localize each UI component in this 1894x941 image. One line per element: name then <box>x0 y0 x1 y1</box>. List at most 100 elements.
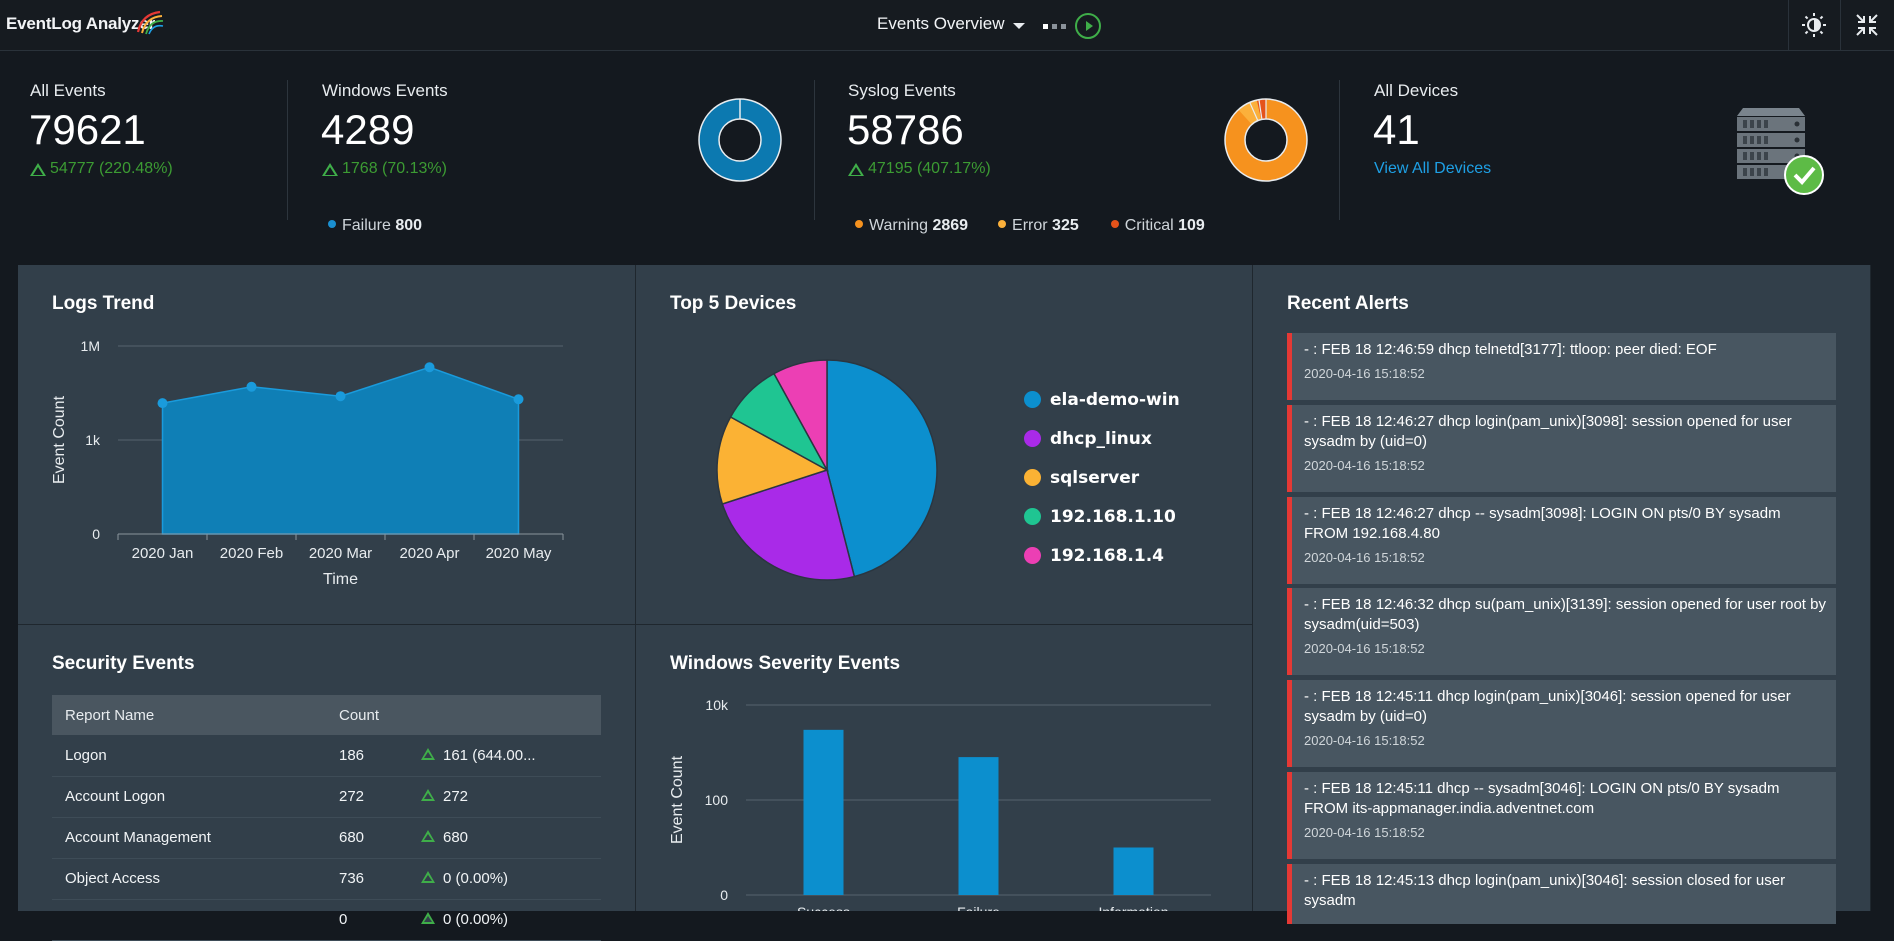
kpi-title: Syslog Events <box>848 81 956 100</box>
sun-icon[interactable] <box>1799 10 1829 40</box>
column-header-report-name[interactable]: Report Name <box>52 695 326 735</box>
kpi-all-devices[interactable]: All Devices 41 View All Devices <box>1340 52 1894 264</box>
panel-title: Security Events <box>52 653 195 674</box>
count-cell: 680 <box>326 817 408 859</box>
legend-item[interactable]: dhcp_linux <box>1024 419 1180 458</box>
app-logo-text[interactable]: EventLog Analyzer <box>6 14 156 33</box>
bar[interactable] <box>958 757 999 895</box>
trend-up-icon <box>421 830 435 843</box>
legend-swatch <box>1024 547 1041 564</box>
x-tick-label: 2020 May <box>486 545 552 562</box>
trend-value: 0 (0.00%) <box>443 870 509 887</box>
legend-item[interactable]: ela-demo-win <box>1024 380 1180 419</box>
table-row[interactable]: Object Access 736 0 (0.00%) <box>52 858 601 900</box>
trend-cell: 272 <box>408 776 601 818</box>
bar[interactable] <box>1113 847 1154 896</box>
x-tick-label: 2020 Apr <box>399 545 459 562</box>
view-all-devices-link[interactable]: View All Devices <box>1374 160 1492 177</box>
alert-message: - : FEB 18 12:45:11 dhcp login(pam_unix)… <box>1304 688 1791 725</box>
x-tick-label: 2020 Feb <box>220 545 283 562</box>
pie-slice[interactable] <box>826 359 938 578</box>
top-devices-panel: Top 5 Devices <box>636 265 1253 625</box>
column-header-count[interactable]: Count <box>326 695 408 735</box>
alert-message: - : FEB 18 12:46:32 dhcp su(pam_unix)[31… <box>1304 596 1826 633</box>
legend-error: Error 325 <box>998 217 1079 235</box>
kpi-value: 58786 <box>847 106 964 153</box>
y-tick-label: 1M <box>81 338 100 354</box>
data-point[interactable] <box>513 394 524 405</box>
alert-item[interactable]: - : FEB 18 12:45:11 dhcp login(pam_unix)… <box>1287 680 1836 767</box>
data-point[interactable] <box>157 398 168 409</box>
alert-item[interactable]: - : FEB 18 12:46:32 dhcp su(pam_unix)[31… <box>1287 588 1836 675</box>
x-tick-label: Success <box>797 904 850 911</box>
header-divider <box>1840 0 1841 51</box>
recent-alerts-panel: Recent Alerts - : FEB 18 12:46:59 dhcp t… <box>1253 265 1871 924</box>
kpi-divider <box>1339 80 1340 220</box>
legend-item[interactable]: 192.168.1.10 <box>1024 497 1180 536</box>
trend-value: 680 <box>443 829 469 846</box>
x-axis-label: Time <box>323 571 358 588</box>
legend-swatch <box>1024 469 1041 486</box>
trend-up-icon <box>421 871 435 884</box>
windows-donut-chart[interactable] <box>697 97 783 183</box>
view-selector[interactable]: Events Overview <box>877 14 1005 33</box>
alert-timestamp: 2020-04-16 15:18:52 <box>1304 458 1425 473</box>
top-devices-pie-chart[interactable] <box>636 265 1036 625</box>
server-icon <box>1737 108 1824 195</box>
count-cell: 736 <box>326 858 408 900</box>
pie-slice[interactable] <box>772 359 828 471</box>
y-tick-label: 0 <box>92 526 100 542</box>
kpi-syslog-events[interactable]: Syslog Events 58786 47195 (407.17%) Warn… <box>815 52 1340 264</box>
alert-item[interactable]: - : FEB 18 12:46:59 dhcp telnetd[3177]: … <box>1287 333 1836 400</box>
bar[interactable] <box>803 729 844 895</box>
kpi-value: 41 <box>1373 106 1420 153</box>
alert-item[interactable]: - : FEB 18 12:45:11 dhcp -- sysadm[3046]… <box>1287 772 1836 859</box>
pie-slice[interactable] <box>716 415 829 505</box>
panel-title: Windows Severity Events <box>670 653 901 674</box>
y-tick-label: 10k <box>705 697 729 713</box>
collapse-icon[interactable] <box>1852 10 1882 40</box>
alert-item[interactable]: - : FEB 18 12:46:27 dhcp -- sysadm[3098]… <box>1287 497 1836 584</box>
legend-item[interactable]: sqlserver <box>1024 458 1180 497</box>
trend-up-icon <box>848 162 864 176</box>
windows-legend: Failure 800 <box>328 217 422 235</box>
data-point[interactable] <box>246 381 257 392</box>
trend-up-icon <box>322 162 338 176</box>
data-point[interactable] <box>424 362 435 373</box>
play-icon[interactable] <box>1075 13 1101 39</box>
report-name-cell[interactable]: Object Access <box>52 858 326 900</box>
data-point[interactable] <box>335 391 346 402</box>
alert-message: - : FEB 18 12:46:27 dhcp -- sysadm[3098]… <box>1304 505 1781 542</box>
pie-slice[interactable] <box>721 469 856 581</box>
syslog-donut-chart[interactable] <box>1223 97 1309 183</box>
legend-item[interactable]: 192.168.1.4 <box>1024 536 1180 575</box>
table-row[interactable]: Account Logon 272 272 <box>52 776 601 818</box>
slideshow-dots[interactable] <box>1043 24 1066 29</box>
kpi-windows-events[interactable]: Windows Events 4289 1768 (70.13%) Failur… <box>290 52 815 264</box>
report-name-cell[interactable]: Account Logon <box>52 776 326 818</box>
legend-swatch <box>1024 508 1041 525</box>
legend-critical: Critical 109 <box>1110 217 1205 235</box>
table-row[interactable]: Account Management 680 680 <box>52 817 601 859</box>
kpi-all-events[interactable]: All Events 79621 54777 (220.48%) <box>0 52 290 264</box>
alert-message: - : FEB 18 12:45:11 dhcp -- sysadm[3046]… <box>1304 780 1780 817</box>
alert-timestamp: 2020-04-16 15:18:52 <box>1304 825 1425 840</box>
top-bar: EventLog Analyzer Events Overview <box>0 0 1894 51</box>
windows-severity-bar-chart[interactable]: 0 100 10k Success Failure Information Event Co… <box>636 625 1253 911</box>
legend-label: ela-demo-win <box>1050 389 1180 410</box>
table-row[interactable]: Logon 186 161 (644.00... <box>52 735 601 777</box>
report-name-cell[interactable] <box>52 899 326 941</box>
alert-item[interactable]: - : FEB 18 12:46:27 dhcp login(pam_unix)… <box>1287 405 1836 492</box>
trend-area <box>161 366 520 535</box>
report-name-cell[interactable]: Logon <box>52 735 326 777</box>
panel-title: Logs Trend <box>52 293 155 314</box>
report-name-cell[interactable]: Account Management <box>52 817 326 859</box>
alert-item[interactable]: - : FEB 18 12:45:13 dhcp login(pam_unix)… <box>1287 864 1836 924</box>
chevron-down-icon[interactable] <box>1013 23 1025 29</box>
trend-up-icon <box>421 912 435 925</box>
trend-cell: 0 (0.00%) <box>408 858 601 900</box>
table-row[interactable]: 0 0 (0.00%) <box>52 899 601 941</box>
trend-cell: 161 (644.00... <box>408 735 601 777</box>
alert-message: - : FEB 18 12:46:27 dhcp login(pam_unix)… <box>1304 413 1792 450</box>
logs-trend-chart[interactable]: 0 1k 1M 2020 Jan 2020 Feb 2020 Mar 2020 Apr 202… <box>18 265 636 625</box>
